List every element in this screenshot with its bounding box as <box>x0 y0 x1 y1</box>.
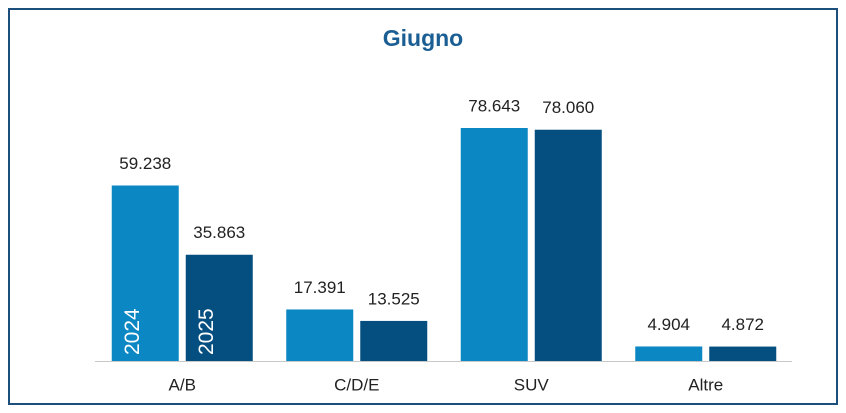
bar <box>185 254 253 361</box>
value-label: 17.391 <box>294 278 346 297</box>
bar <box>709 346 777 361</box>
value-label: 13.525 <box>368 289 420 308</box>
chart-title: Giugno <box>383 25 463 51</box>
value-label: 35.863 <box>193 223 245 242</box>
bar <box>111 185 179 361</box>
value-label: 78.060 <box>542 98 594 117</box>
bar <box>635 346 703 361</box>
value-label: 78.643 <box>468 96 520 115</box>
bar <box>360 320 428 361</box>
value-label: 4.872 <box>721 315 764 334</box>
x-tick-label: Altre <box>688 375 723 394</box>
value-label: 4.904 <box>647 315 690 334</box>
series-label: 2025 <box>195 308 218 355</box>
x-tick-label: C/D/E <box>334 375 379 394</box>
series-label: 2024 <box>121 308 144 355</box>
bar <box>534 129 602 361</box>
bar <box>460 128 528 361</box>
value-label: 59.238 <box>119 154 171 173</box>
x-tick-label: SUV <box>514 375 550 394</box>
x-tick-label: A/B <box>169 375 196 394</box>
bar <box>286 309 354 361</box>
